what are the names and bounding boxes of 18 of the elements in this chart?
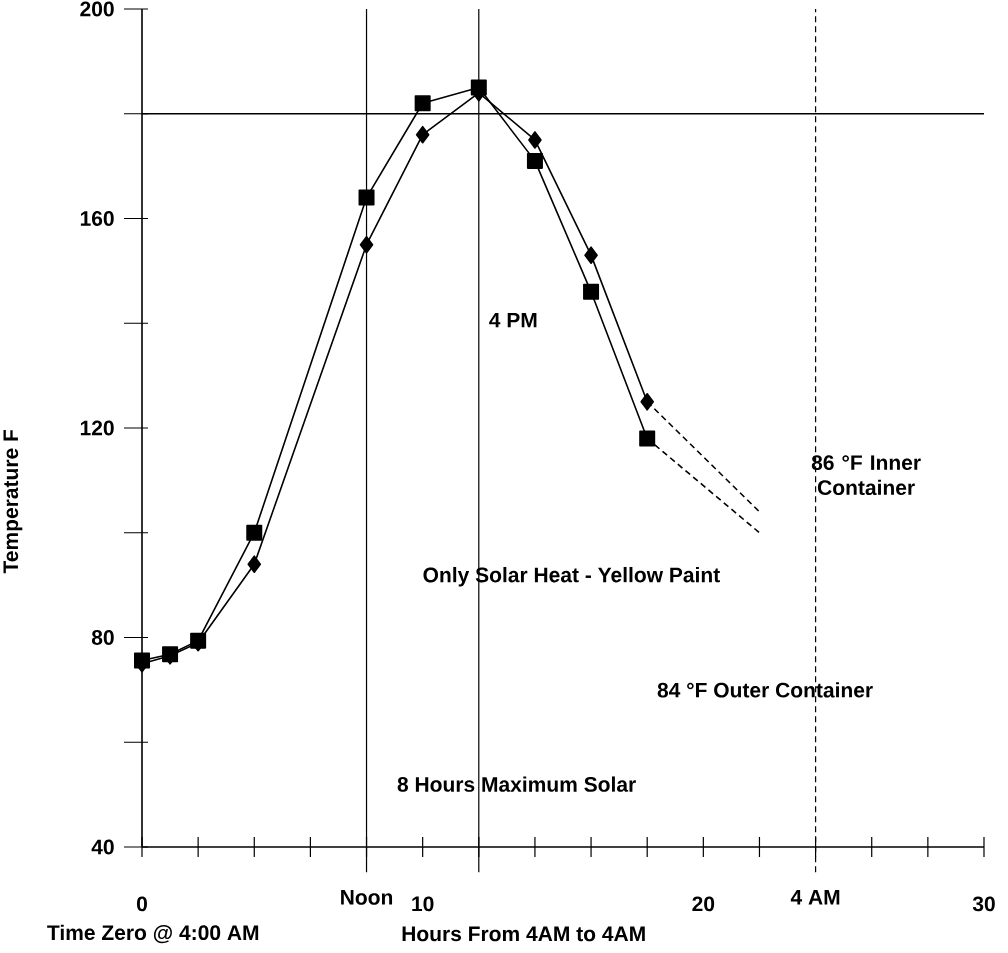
x-tick-label: 10 [412, 896, 434, 912]
ref-line-label: Noon [341, 890, 393, 905]
ref-line-label: 4 AM [790, 890, 840, 905]
y-axis-title: Temperature F [3, 429, 23, 574]
y-tick-label: 160 [80, 211, 114, 226]
annotation: 86 °F Inner Container [811, 455, 921, 496]
x-tick-label: 20 [692, 896, 715, 912]
y-tick-label: 40 [91, 839, 114, 855]
text: Time Zero @ 4:00 AM [47, 924, 259, 944]
y-tick-label: 120 [80, 420, 114, 436]
x-tick-label: 30 [972, 896, 995, 912]
x-axis-title: Hours From 4AM to 4AM [402, 926, 645, 942]
annotation: 8 Hours Maximum Solar [397, 776, 636, 792]
x-tick-label: 0 [136, 896, 147, 912]
y-tick-label: 200 [80, 1, 114, 17]
ref-line-label: 4 PM [489, 312, 537, 328]
y-tick-label: 80 [91, 630, 114, 645]
annotation: 84 °F Outer Container [657, 682, 873, 698]
